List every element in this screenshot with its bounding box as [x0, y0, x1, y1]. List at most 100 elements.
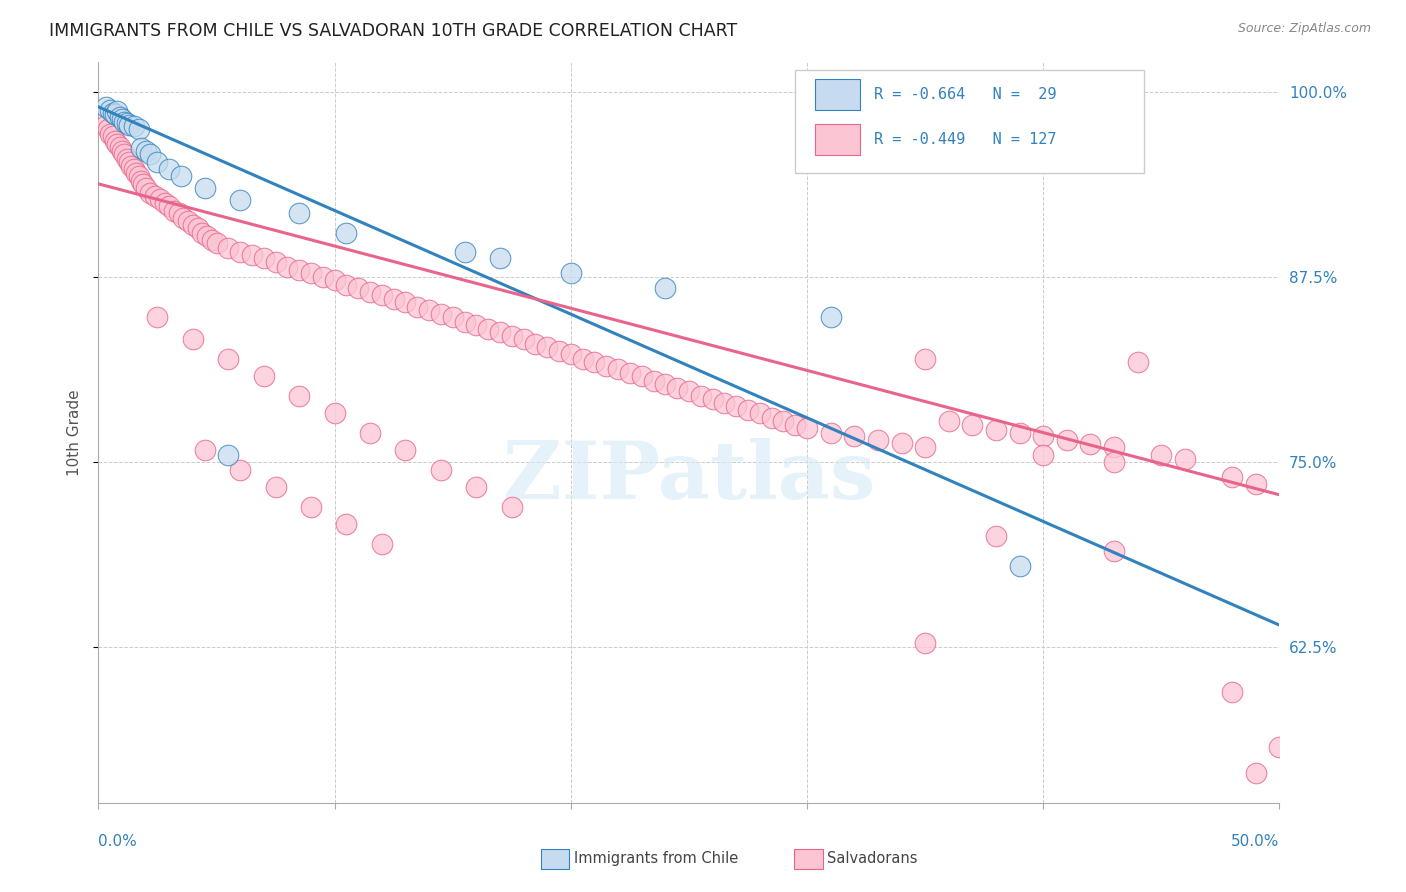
- Point: [288, 262, 311, 277]
- Point: [323, 406, 346, 420]
- Point: [382, 293, 405, 307]
- Point: [548, 344, 571, 359]
- Y-axis label: 10th Grade: 10th Grade: [67, 389, 83, 476]
- Point: [666, 381, 689, 395]
- Point: [441, 310, 464, 325]
- Point: [177, 214, 200, 228]
- Point: [115, 116, 138, 130]
- Point: [654, 280, 676, 294]
- Point: [98, 127, 121, 141]
- Point: [619, 367, 641, 381]
- Point: [335, 277, 357, 292]
- Point: [312, 270, 335, 285]
- Point: [105, 104, 128, 119]
- FancyBboxPatch shape: [796, 70, 1143, 174]
- Point: [157, 199, 180, 213]
- Point: [914, 636, 936, 650]
- Point: [890, 436, 912, 450]
- Text: Salvadorans: Salvadorans: [827, 851, 917, 865]
- Point: [229, 463, 252, 477]
- Point: [276, 260, 298, 274]
- Point: [217, 448, 239, 462]
- Point: [984, 529, 1007, 543]
- Point: [128, 169, 150, 184]
- Point: [607, 362, 630, 376]
- Point: [737, 403, 759, 417]
- Point: [453, 315, 475, 329]
- Point: [654, 376, 676, 391]
- Point: [105, 136, 128, 151]
- Point: [761, 410, 783, 425]
- Point: [536, 340, 558, 354]
- Text: Source: ZipAtlas.com: Source: ZipAtlas.com: [1237, 22, 1371, 36]
- Point: [129, 141, 152, 155]
- Point: [187, 221, 209, 235]
- Point: [195, 228, 218, 243]
- Point: [477, 322, 499, 336]
- Point: [170, 169, 193, 184]
- Point: [571, 351, 593, 366]
- Point: [335, 517, 357, 532]
- Text: R = -0.664   N =  29: R = -0.664 N = 29: [875, 87, 1057, 102]
- Point: [122, 119, 145, 133]
- Point: [501, 329, 523, 343]
- Point: [820, 310, 842, 325]
- Point: [264, 480, 287, 494]
- Point: [820, 425, 842, 440]
- Point: [149, 192, 172, 206]
- Point: [560, 266, 582, 280]
- Point: [1126, 354, 1149, 368]
- Point: [844, 428, 866, 442]
- Point: [108, 140, 131, 154]
- Point: [163, 203, 186, 218]
- Point: [643, 374, 665, 388]
- Point: [115, 152, 138, 166]
- Point: [689, 389, 711, 403]
- Point: [205, 236, 228, 251]
- Point: [371, 288, 394, 302]
- Point: [1102, 441, 1125, 455]
- Point: [394, 443, 416, 458]
- Point: [1102, 455, 1125, 469]
- Point: [153, 196, 176, 211]
- Point: [465, 318, 488, 332]
- Point: [1244, 477, 1267, 491]
- Point: [430, 307, 453, 321]
- Point: [914, 351, 936, 366]
- Point: [962, 418, 984, 433]
- Point: [702, 392, 724, 406]
- Point: [1032, 428, 1054, 442]
- Point: [785, 418, 807, 433]
- Point: [489, 251, 512, 265]
- Point: [1150, 448, 1173, 462]
- Point: [748, 406, 770, 420]
- Point: [94, 100, 117, 114]
- Point: [489, 325, 512, 339]
- Point: [253, 369, 276, 384]
- Text: R = -0.449   N = 127: R = -0.449 N = 127: [875, 132, 1057, 147]
- Point: [191, 226, 214, 240]
- Point: [167, 206, 190, 220]
- Point: [359, 425, 381, 440]
- Point: [501, 500, 523, 514]
- Point: [772, 414, 794, 428]
- Point: [139, 147, 162, 161]
- Point: [1268, 739, 1291, 754]
- Point: [129, 174, 152, 188]
- Point: [583, 354, 606, 368]
- Point: [118, 154, 141, 169]
- Point: [453, 244, 475, 259]
- Point: [217, 351, 239, 366]
- Point: [465, 480, 488, 494]
- Point: [128, 122, 150, 136]
- Point: [135, 181, 157, 195]
- Point: [938, 414, 960, 428]
- Point: [118, 118, 141, 132]
- Point: [1102, 544, 1125, 558]
- Point: [97, 122, 120, 136]
- Point: [217, 241, 239, 255]
- Point: [1008, 425, 1031, 440]
- Point: [406, 300, 429, 314]
- Text: IMMIGRANTS FROM CHILE VS SALVADORAN 10TH GRADE CORRELATION CHART: IMMIGRANTS FROM CHILE VS SALVADORAN 10TH…: [49, 22, 738, 40]
- Point: [359, 285, 381, 299]
